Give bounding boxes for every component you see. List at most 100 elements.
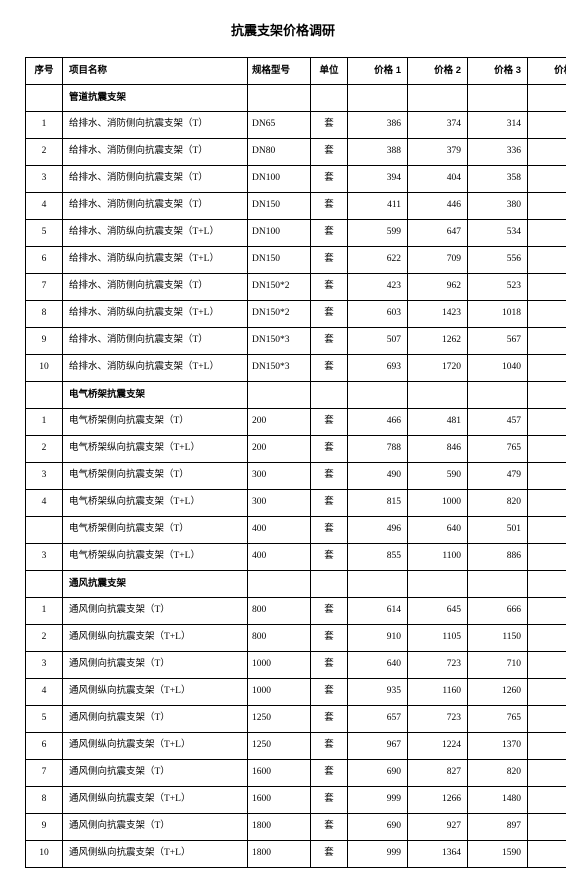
cell: 套: [311, 355, 348, 382]
cell: 657: [348, 706, 408, 733]
cell: 1370: [468, 733, 528, 760]
cell: 336: [468, 139, 528, 166]
section-cell: [348, 571, 408, 598]
cell: 394: [348, 166, 408, 193]
cell: 1: [26, 409, 63, 436]
cell: 481: [408, 409, 468, 436]
page-title: 抗震支架价格调研: [25, 20, 541, 39]
cell: 9: [26, 328, 63, 355]
cell: 2: [26, 436, 63, 463]
cell: 6: [26, 733, 63, 760]
cell: 通风侧纵向抗震支架（T+L）: [63, 733, 248, 760]
cell: 1160: [408, 679, 468, 706]
cell: 电气桥架侧向抗震支架（T）: [63, 409, 248, 436]
cell: 2: [26, 625, 63, 652]
cell: 电气桥架侧向抗震支架（T）: [63, 463, 248, 490]
cell: 10: [26, 355, 63, 382]
cell: 640: [408, 517, 468, 544]
col-p3: 价格 3: [468, 58, 528, 85]
cell: 给排水、消防侧向抗震支架（T）: [63, 274, 248, 301]
cell: 433: [528, 409, 566, 436]
section-row: 通风抗震支架: [26, 571, 566, 598]
col-p2: 价格 2: [408, 58, 468, 85]
cell: 3: [26, 166, 63, 193]
cell: 800: [248, 598, 311, 625]
table-row: 9通风侧向抗震支架（T）1800套690927897644: [26, 814, 566, 841]
cell: 套: [311, 679, 348, 706]
cell: 给排水、消防纵向抗震支架（T+L）: [63, 355, 248, 382]
cell: 7: [26, 760, 63, 787]
table-row: 7通风侧向抗震支架（T）1600套690827820598: [26, 760, 566, 787]
cell: 291: [528, 112, 566, 139]
cell: 通风侧纵向抗震支架（T+L）: [63, 787, 248, 814]
cell: 套: [311, 517, 348, 544]
cell: 1480: [468, 787, 528, 814]
table-row: 9给排水、消防侧向抗震支架（T）DN150*3套5071262567613: [26, 328, 566, 355]
section-cell: 管道抗震支架: [63, 85, 248, 112]
cell: 709: [408, 247, 468, 274]
cell: 690: [348, 814, 408, 841]
cell: 645: [408, 598, 468, 625]
cell: 304: [528, 220, 566, 247]
cell: 878: [528, 841, 566, 868]
cell: 800: [248, 625, 311, 652]
cell: 614: [348, 598, 408, 625]
cell: 404: [408, 166, 468, 193]
cell: 845: [528, 787, 566, 814]
section-cell: [408, 85, 468, 112]
cell: 490: [348, 463, 408, 490]
cell: DN150*2: [248, 274, 311, 301]
cell: 套: [311, 193, 348, 220]
cell: 298: [528, 166, 566, 193]
cell: 1250: [248, 733, 311, 760]
cell: 300: [248, 463, 311, 490]
cell: 897: [468, 814, 528, 841]
cell: DN65: [248, 112, 311, 139]
cell: 479: [468, 463, 528, 490]
cell: 1: [26, 112, 63, 139]
cell: 1000: [248, 679, 311, 706]
cell: 200: [248, 409, 311, 436]
cell: 套: [311, 841, 348, 868]
table-row: 1电气桥架侧向抗震支架（T）200套466481457433: [26, 409, 566, 436]
cell: 379: [408, 139, 468, 166]
cell: 3: [26, 463, 63, 490]
cell: 通风侧向抗震支架（T）: [63, 706, 248, 733]
section-cell: [311, 571, 348, 598]
cell: 935: [348, 679, 408, 706]
cell: 套: [311, 733, 348, 760]
table-row: 8通风侧纵向抗震支架（T+L）1600套99912661480845: [26, 787, 566, 814]
cell: 套: [311, 247, 348, 274]
cell: 647: [408, 220, 468, 247]
section-cell: [348, 85, 408, 112]
cell: 567: [468, 328, 528, 355]
section-cell: [248, 382, 311, 409]
section-cell: 通风抗震支架: [63, 571, 248, 598]
cell: 给排水、消防侧向抗震支架（T）: [63, 166, 248, 193]
cell: 456: [528, 274, 566, 301]
cell: 1266: [408, 787, 468, 814]
cell: 给排水、消防侧向抗震支架（T）: [63, 193, 248, 220]
cell: 690: [348, 760, 408, 787]
col-spec: 规格型号: [248, 58, 311, 85]
cell: 441: [528, 247, 566, 274]
cell: 套: [311, 274, 348, 301]
cell: 766: [528, 625, 566, 652]
cell: 723: [408, 706, 468, 733]
table-row: 5通风侧向抗震支架（T）1250套657723765565: [26, 706, 566, 733]
section-cell: [248, 85, 311, 112]
table-row: 1通风侧向抗震支架（T）800套614645666540: [26, 598, 566, 625]
section-row: 管道抗震支架: [26, 85, 566, 112]
cell: 电气桥架纵向抗震支架（T+L）: [63, 544, 248, 571]
cell: 套: [311, 706, 348, 733]
col-unit: 单位: [311, 58, 348, 85]
cell: 644: [528, 814, 566, 841]
cell: 710: [468, 652, 528, 679]
cell: 496: [348, 517, 408, 544]
col-name: 项目名称: [63, 58, 248, 85]
col-p4: 价格 4: [528, 58, 566, 85]
cell: 套: [311, 760, 348, 787]
header-row: 序号 项目名称 规格型号 单位 价格 1 价格 2 价格 3 价格 4: [26, 58, 566, 85]
table-row: 3通风侧向抗震支架（T）1000套640723710556: [26, 652, 566, 679]
cell: 820: [468, 490, 528, 517]
